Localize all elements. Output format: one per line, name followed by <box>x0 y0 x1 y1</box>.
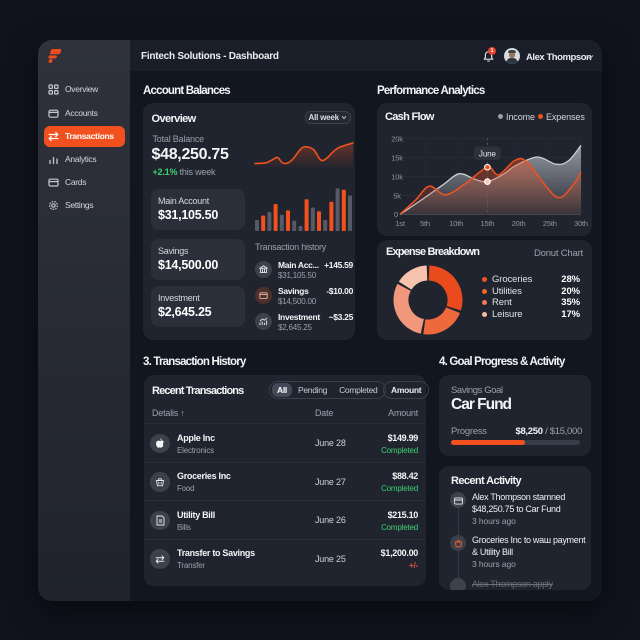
svg-text:15th: 15th <box>480 219 494 228</box>
svg-text:5k: 5k <box>393 191 401 200</box>
svg-text:20th: 20th <box>512 219 526 228</box>
svg-text:30th: 30th <box>574 219 588 228</box>
svg-text:25th: 25th <box>543 219 557 228</box>
svg-text:5th: 5th <box>420 219 430 228</box>
svg-text:15k: 15k <box>391 153 403 162</box>
svg-text:10th: 10th <box>449 219 463 228</box>
svg-text:June: June <box>479 149 497 158</box>
svg-text:10k: 10k <box>391 172 403 181</box>
svg-text:20k: 20k <box>391 134 403 143</box>
svg-text:0: 0 <box>394 210 398 219</box>
svg-text:1st: 1st <box>395 219 406 228</box>
